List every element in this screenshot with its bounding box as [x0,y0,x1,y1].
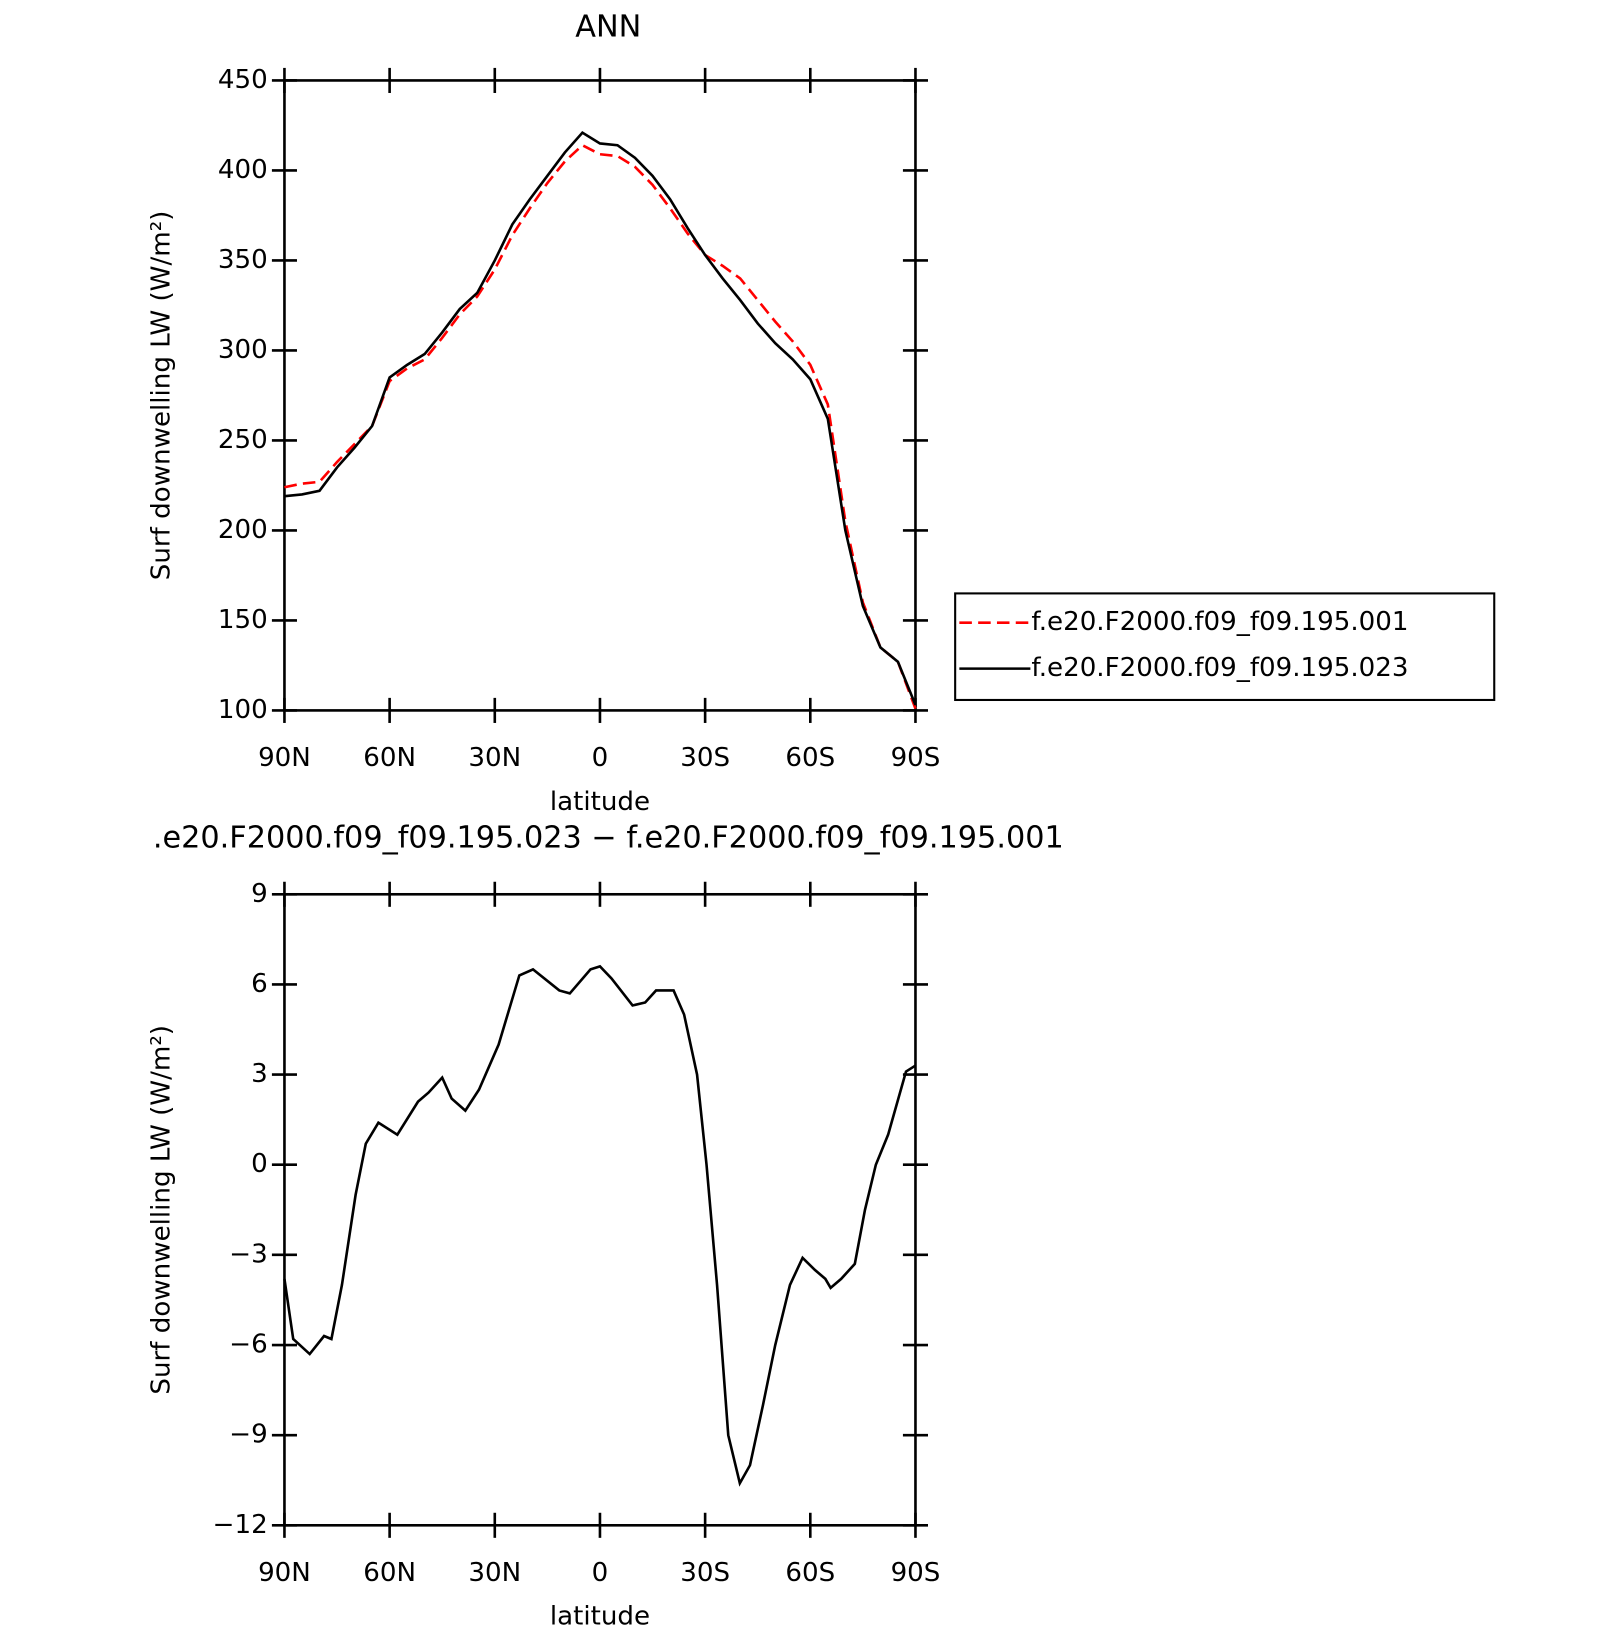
y-tick-label: 100 [218,695,268,725]
x-tick-label: 60N [363,1558,416,1588]
chart-title: .e20.F2000.f09_f09.195.023 − f.e20.F2000… [153,820,1064,855]
y-axis-label: Surf downwelling LW (W/m²) [147,1025,177,1395]
x-tick-label: 60S [785,743,835,773]
x-tick-label: 90S [891,743,941,773]
legend-label: f.e20.F2000.f09_f09.195.001 [1031,607,1408,637]
y-tick-label: 6 [251,969,268,999]
y-tick-label: 200 [218,515,268,545]
chart-title: ANN [575,10,641,45]
legend-label: f.e20.F2000.f09_f09.195.023 [1031,653,1408,683]
y-tick-label: 0 [251,1149,268,1179]
y-tick-label: 9 [251,879,268,909]
y-tick-label: −12 [213,1510,268,1540]
series-line [283,964,917,1487]
y-tick-label: 450 [218,65,268,95]
x-axis-label: latitude [550,1602,650,1632]
x-tick-label: 90N [258,1558,311,1588]
x-tick-label: 30N [468,743,521,773]
series-line [284,143,917,710]
x-tick-label: 0 [592,743,609,773]
y-tick-label: −9 [229,1420,267,1450]
y-tick-label: 350 [218,245,268,275]
series-line [284,130,917,706]
legend-box [954,592,1496,702]
y-tick-label: 400 [218,155,268,185]
x-tick-label: 0 [592,1558,609,1588]
x-tick-label: 30S [680,1558,730,1588]
y-tick-label: 150 [218,605,268,635]
y-axis-label: Surf downwelling LW (W/m²) [147,211,177,581]
y-tick-label: 300 [218,335,268,365]
x-tick-label: 30N [468,1558,521,1588]
x-tick-label: 90N [258,743,311,773]
plot-frame [283,892,917,1527]
x-tick-label: 30S [680,743,730,773]
y-tick-label: −6 [229,1330,267,1360]
y-tick-label: −3 [229,1239,267,1269]
x-tick-label: 60N [363,743,416,773]
plot-frame [283,79,917,712]
x-tick-label: 90S [891,1558,941,1588]
y-tick-label: 250 [218,425,268,455]
y-tick-label: 3 [251,1059,268,1089]
x-tick-label: 60S [785,1558,835,1588]
x-axis-label: latitude [550,787,650,817]
